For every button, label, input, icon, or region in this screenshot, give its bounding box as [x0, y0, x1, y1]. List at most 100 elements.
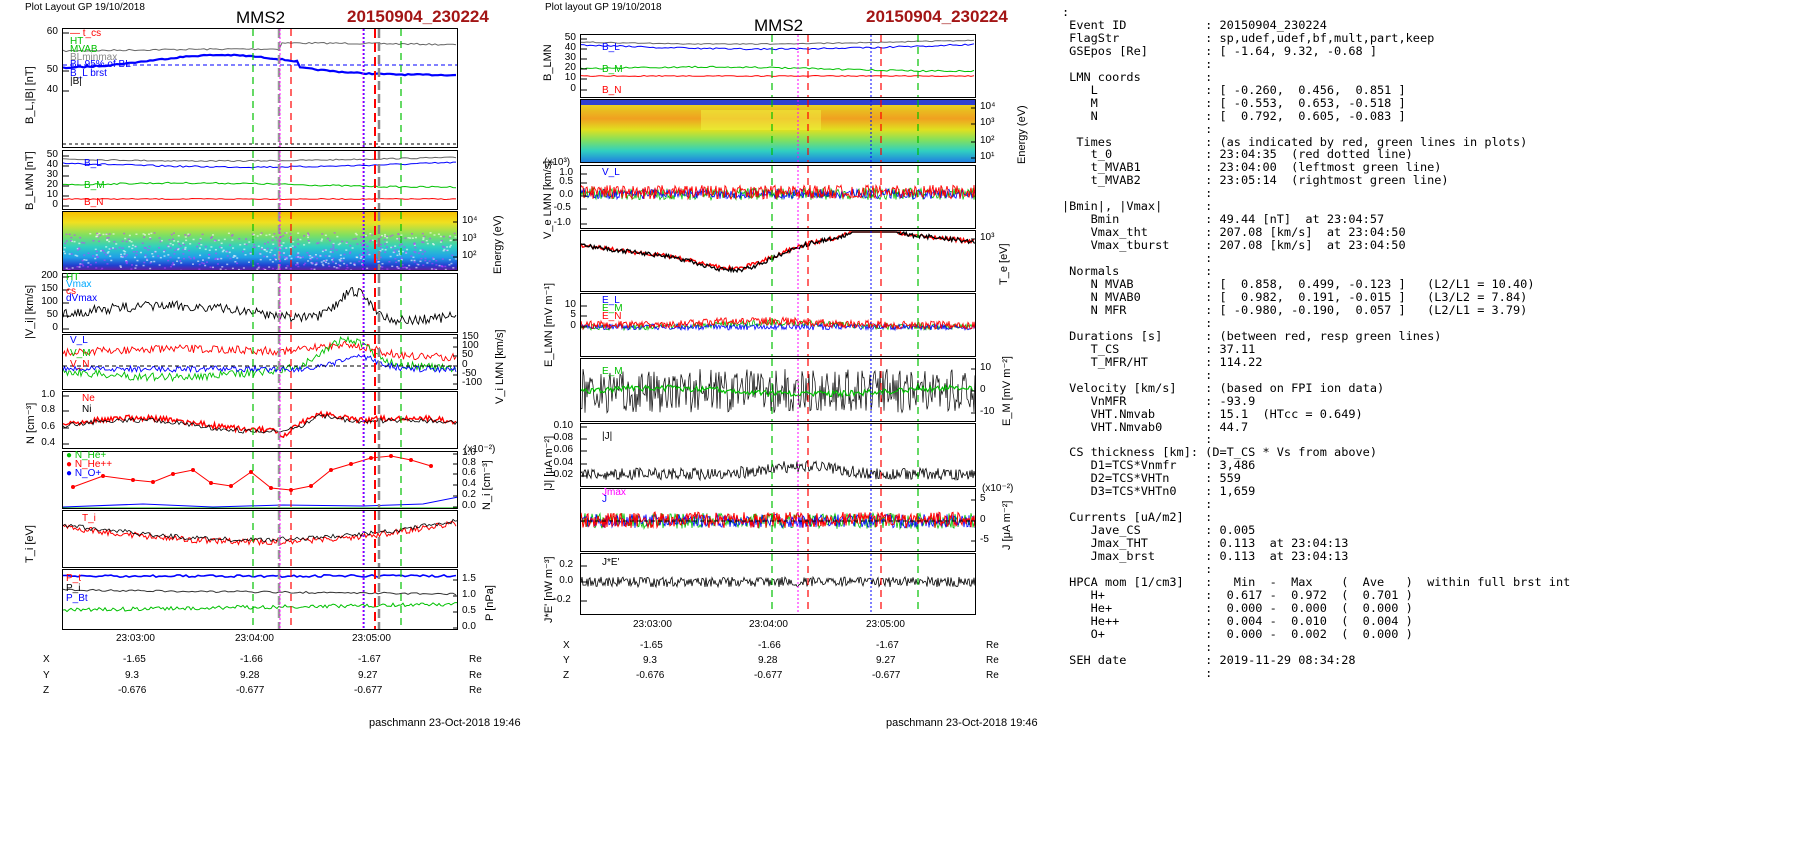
legend-entry: V_L — [602, 167, 620, 178]
legend-entry: ● N_He+ — [66, 450, 107, 461]
spectrogram-speckle — [398, 239, 401, 241]
spectrogram-speckle — [253, 246, 256, 249]
spectrogram-speckle — [150, 261, 153, 263]
spectrogram-speckle — [325, 261, 328, 264]
spectrogram-speckle — [226, 255, 229, 257]
spectrogram-speckle — [324, 249, 327, 251]
chart-panel — [62, 510, 458, 568]
spectrogram-speckle — [78, 266, 81, 268]
left-footer: paschmann 23-Oct-2018 19:46 — [369, 717, 521, 729]
series-Te — [581, 231, 975, 274]
spectrogram-speckle — [422, 241, 425, 244]
y-tick-label: 0.0 — [462, 500, 476, 511]
spectrogram-speckle — [402, 266, 405, 269]
spectrogram-speckle — [328, 239, 331, 242]
legend-entry: |B| — [70, 76, 82, 87]
spectrogram-speckle — [280, 244, 283, 247]
spectrogram-speckle — [89, 263, 92, 266]
legend-entry: Vmax — [66, 279, 92, 290]
spectrogram-speckle — [339, 264, 342, 267]
y-tick-label: 0 — [52, 199, 58, 210]
y-tick-label: 5 — [570, 309, 576, 320]
spectrogram-speckle — [433, 234, 436, 236]
left-time-tick-3: 23:05:00 — [352, 633, 391, 644]
spectrogram-speckle — [413, 261, 416, 263]
spectrogram-speckle — [353, 262, 356, 265]
spectrogram-speckle — [172, 232, 175, 234]
spectrogram-speckle — [384, 251, 387, 253]
series-B_N — [581, 74, 975, 78]
spectrogram-speckle — [420, 257, 423, 260]
series-E_M — [581, 383, 975, 399]
data-point — [131, 478, 135, 482]
y-tick-label: 0.2 — [559, 559, 574, 570]
spectrogram-speckle — [262, 268, 265, 270]
spectrogram-speckle — [379, 247, 382, 249]
spectrogram-speckle — [403, 246, 406, 248]
spectrogram-speckle — [220, 246, 223, 249]
spectrogram-speckle — [308, 242, 311, 244]
coord-unit: Re — [469, 654, 482, 665]
spectrogram-speckle — [413, 250, 416, 253]
spectrogram-speckle — [319, 255, 322, 257]
spectrogram-speckle — [197, 260, 200, 263]
spectrogram-speckle — [294, 246, 297, 248]
spectrogram-speckle — [204, 248, 207, 251]
spectrogram-speckle — [352, 238, 355, 240]
series-P_Bt — [63, 573, 457, 579]
coord-unit: Re — [986, 640, 999, 651]
y-tick-label: -10 — [980, 406, 995, 417]
spectrogram-speckle — [313, 255, 316, 258]
legend-entry: P_t — [66, 573, 82, 584]
spectrogram-speckle — [333, 232, 336, 234]
spectrogram-speckle — [371, 234, 374, 236]
spectrogram-speckle — [438, 264, 441, 267]
y-tick-label: 100 — [462, 340, 479, 351]
spectrogram-speckle — [297, 232, 300, 234]
spectrogram-speckle — [282, 242, 285, 244]
spectrogram-speckle — [212, 266, 215, 269]
spectrogram-speckle — [123, 232, 126, 235]
y-tick-label: 10 — [46, 189, 58, 200]
spectrogram-speckle — [163, 249, 166, 252]
spectrogram-speckle — [375, 242, 378, 244]
coord-value: 9.28 — [758, 655, 778, 666]
data-point — [71, 485, 75, 489]
spectrogram-speckle — [414, 251, 417, 254]
mid-mms-title: MMS2 — [754, 16, 804, 35]
spectrogram-speckle — [337, 243, 340, 246]
y-axis-label: N [cm⁻³] — [25, 402, 37, 444]
spectrogram-speckle — [71, 240, 74, 243]
spectrogram-speckle — [259, 233, 262, 236]
spectrogram-speckle — [179, 260, 182, 262]
spectrogram-speckle — [100, 269, 103, 270]
spectrogram-speckle — [86, 266, 89, 268]
spectrogram-speckle — [167, 245, 170, 248]
spectrogram-band — [581, 100, 975, 105]
spectrogram-speckle — [108, 233, 111, 235]
spectrogram-speckle — [354, 237, 357, 240]
spectrogram-speckle — [177, 248, 180, 251]
spectrogram-speckle — [431, 262, 434, 265]
spectrogram-speckle — [268, 233, 271, 236]
spectrogram-speckle — [354, 232, 357, 235]
spectrogram-speckle — [176, 247, 179, 250]
spectrogram-speckle — [171, 264, 174, 266]
spectrogram-speckle — [199, 238, 202, 241]
spectrogram-speckle — [105, 253, 108, 256]
spectrogram-speckle — [391, 265, 394, 268]
spectrogram-speckle — [94, 248, 97, 251]
spectrogram-speckle — [325, 259, 328, 262]
coord-label-x: X — [43, 654, 50, 665]
spectrogram-speckle — [128, 245, 131, 248]
spectrogram-speckle — [301, 256, 304, 258]
spectrogram-speckle — [177, 240, 180, 243]
spectrogram-speckle — [248, 241, 251, 243]
spectrogram-speckle — [422, 264, 425, 266]
spectrogram-speckle — [388, 260, 391, 263]
chart-panel — [580, 358, 976, 422]
y-axis-label: V_e LMN [km/s] — [542, 160, 554, 239]
y-tick-label: 0.0 — [559, 575, 574, 586]
spectrogram-speckle — [311, 262, 314, 264]
spectrogram-speckle — [371, 239, 374, 242]
